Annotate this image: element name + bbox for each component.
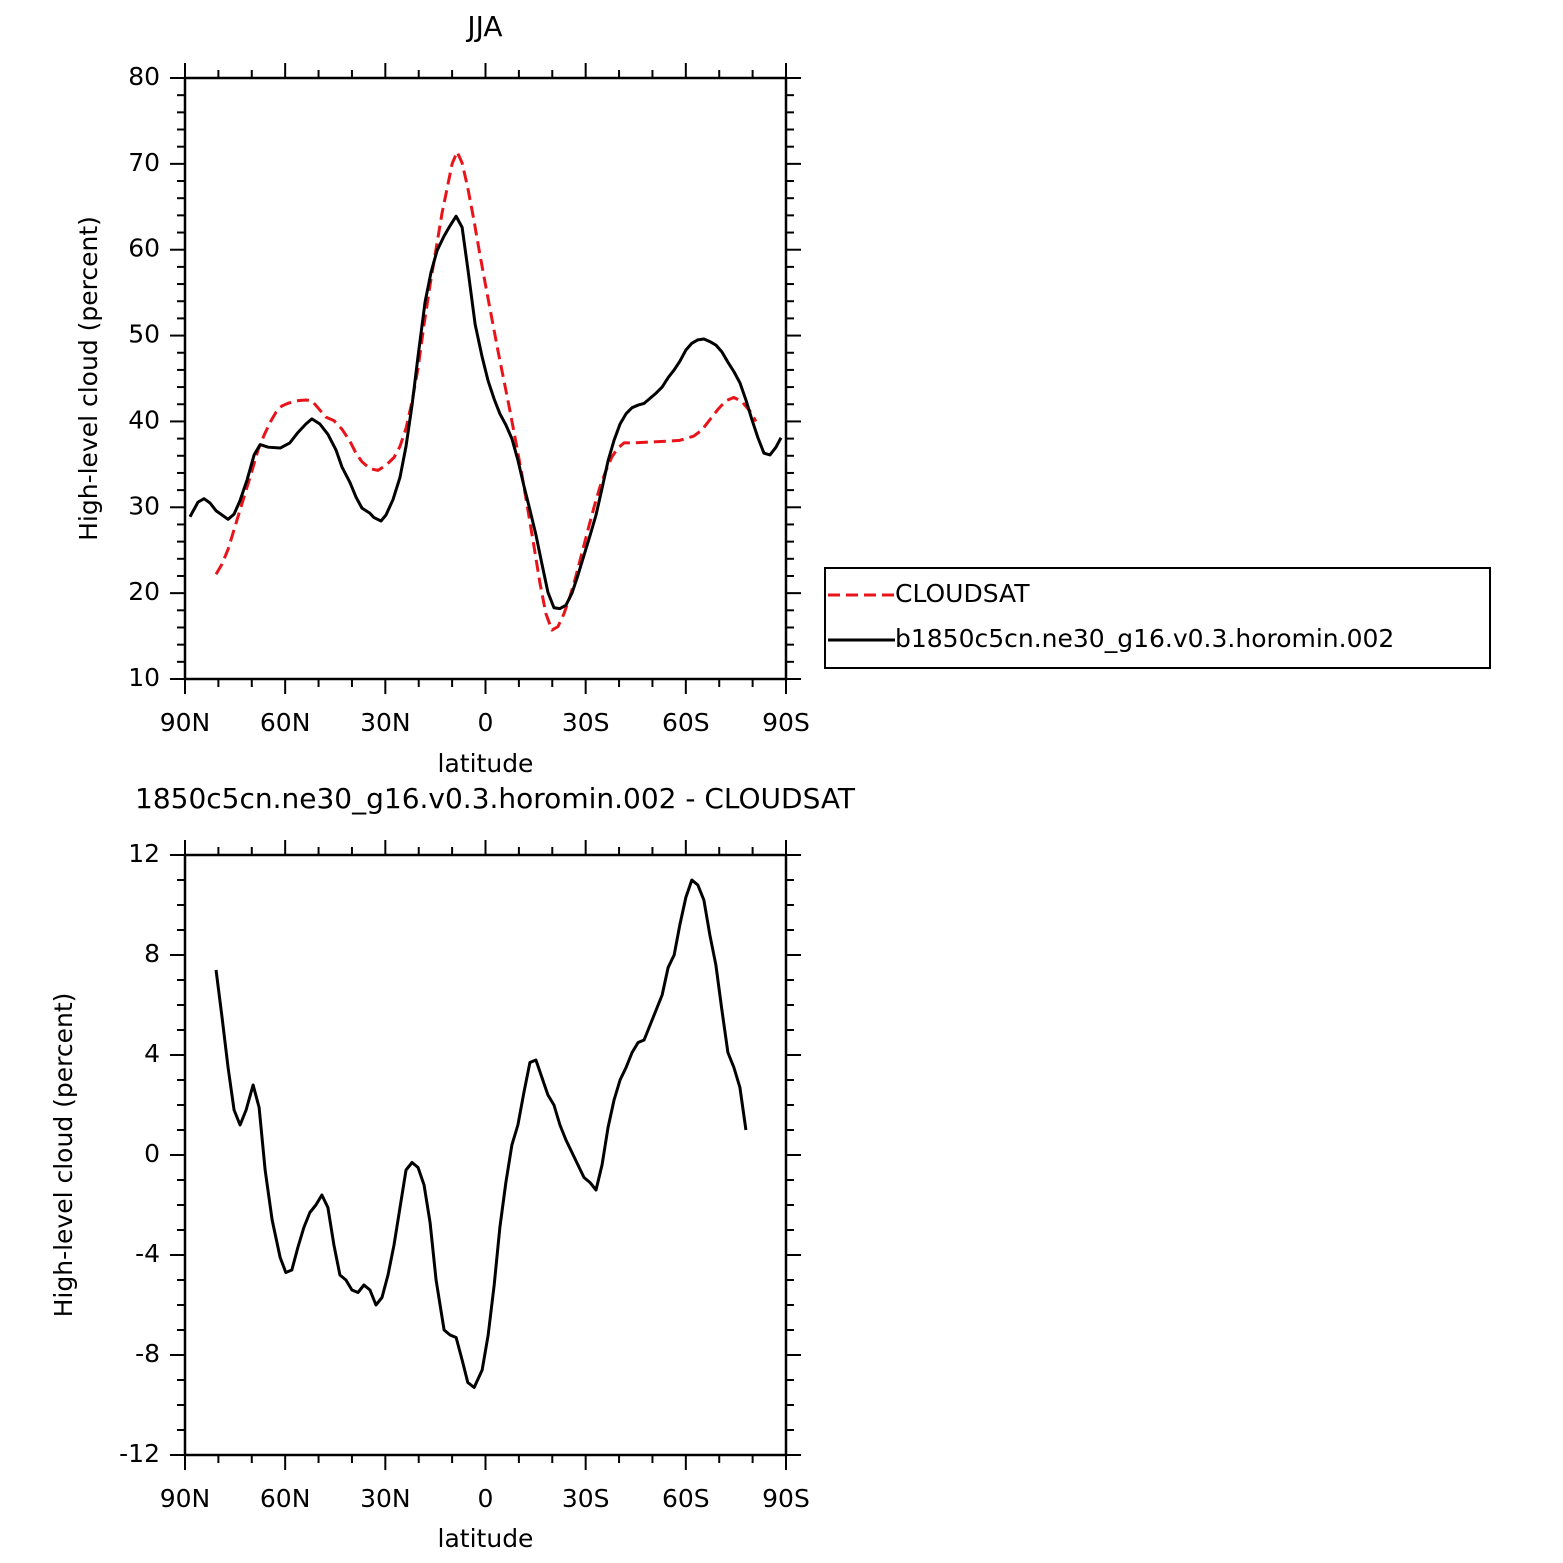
legend-label: CLOUDSAT [895, 579, 1030, 608]
y-tick-label: 12 [128, 839, 160, 868]
y-tick-label: 50 [128, 320, 160, 349]
x-axis-label: latitude [438, 1524, 534, 1553]
chart-title: 1850c5cn.ne30_g16.v0.3.horomin.002 - CLO… [135, 782, 856, 815]
y-axis-label: High-level cloud (percent) [74, 216, 103, 541]
legend-label: b1850c5cn.ne30_g16.v0.3.horomin.002 [895, 624, 1394, 653]
x-tick-label: 90S [762, 1484, 810, 1513]
y-tick-label: -12 [119, 1439, 160, 1468]
x-axis-label: latitude [438, 749, 534, 778]
data-line [214, 878, 748, 1389]
y-tick-label: 8 [144, 939, 160, 968]
y-axis-label: High-level cloud (percent) [49, 993, 78, 1318]
x-tick-label: 90S [762, 708, 810, 737]
plot-frame [183, 853, 788, 1457]
y-tick-label: 30 [128, 491, 160, 520]
x-tick-label: 0 [478, 1484, 494, 1513]
y-tick-label: -8 [135, 1339, 160, 1368]
data-line [214, 150, 758, 632]
x-tick-label: 90N [160, 708, 211, 737]
x-tick-label: 60S [662, 708, 710, 737]
x-tick-label: 30S [562, 708, 610, 737]
y-tick-label: 60 [128, 234, 160, 263]
y-tick-label: 4 [144, 1039, 160, 1068]
x-tick-label: 60N [260, 1484, 311, 1513]
x-tick-label: 30N [360, 708, 411, 737]
x-tick-label: 60S [662, 1484, 710, 1513]
y-tick-label: 40 [128, 405, 160, 434]
x-tick-label: 0 [478, 708, 494, 737]
plot-frame [183, 76, 788, 681]
legend-box [824, 567, 1491, 669]
y-tick-label: 10 [128, 663, 160, 692]
y-tick-label: 80 [128, 62, 160, 91]
data-line [188, 214, 783, 611]
x-tick-label: 90N [160, 1484, 211, 1513]
y-tick-label: 70 [128, 148, 160, 177]
y-tick-label: 0 [144, 1139, 160, 1168]
x-tick-label: 30N [360, 1484, 411, 1513]
chart-title: JJA [465, 10, 502, 43]
y-tick-label: 20 [128, 577, 160, 606]
x-tick-label: 60N [260, 708, 311, 737]
y-tick-label: -4 [135, 1239, 160, 1268]
x-tick-label: 30S [562, 1484, 610, 1513]
